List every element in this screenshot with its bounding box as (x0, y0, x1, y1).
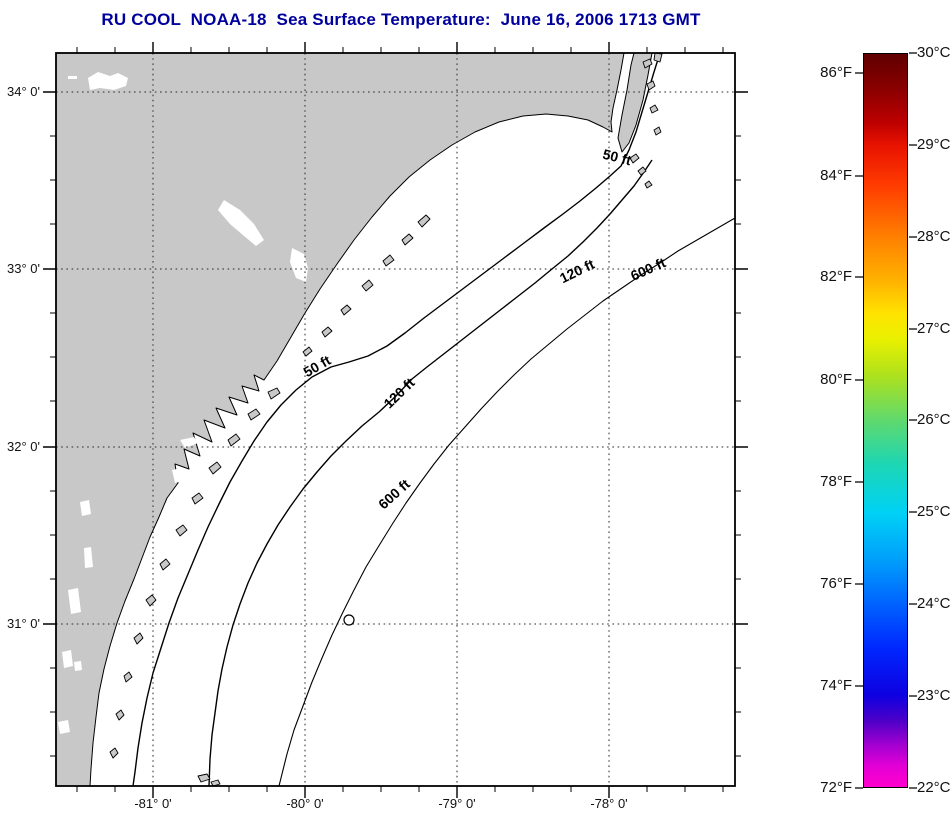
colorbar-label-80f: 80°F (820, 371, 852, 388)
y-tick-label-31: 31° 0' (7, 616, 40, 631)
colorbar-label-25c: 25°C (917, 503, 951, 520)
colorbar-label-30c: 30°C (917, 44, 951, 61)
x-tick-label-80: -80° 0' (286, 796, 324, 811)
land-mainland (55, 52, 625, 787)
contour-label-120ft-south: 120 ft (380, 374, 418, 412)
colorbar-label-28c: 28°C (917, 228, 951, 245)
colorbar-label-22c: 22°C (917, 779, 951, 796)
contour-label-600ft-south: 600 ft (375, 475, 413, 513)
x-tick-label-78: -78° 0' (590, 796, 628, 811)
x-tick-label-81: -81° 0' (134, 796, 172, 811)
colorbar-label-76f: 76°F (820, 575, 852, 592)
colorbar-label-26c: 26°C (917, 411, 951, 428)
colorbar-label-29c: 29°C (917, 136, 951, 153)
y-tick-label-34: 34° 0' (7, 84, 40, 99)
contour-label-50ft-north: 50 ft (601, 145, 633, 169)
contour-120ft-line (208, 159, 653, 787)
colorbar-label-78f: 78°F (820, 473, 852, 490)
graticule-gridlines (56, 53, 735, 786)
contour-label-600ft-north: 600 ft (628, 254, 668, 284)
colorbar-label-23c: 23°C (917, 687, 951, 704)
y-tick-label-33: 33° 0' (7, 261, 40, 276)
axis-minor-ticks (50, 47, 741, 792)
axis-ticks (43, 42, 748, 798)
colorbar-label-74f: 74°F (820, 677, 852, 694)
colorbar-label-72f: 72°F (820, 779, 852, 796)
map-frame (55, 52, 736, 787)
colorbar-label-84f: 84°F (820, 167, 852, 184)
contour-label-120ft-north: 120 ft (557, 255, 597, 287)
contour-50ft-line (132, 52, 661, 787)
cloud-patches (58, 72, 545, 734)
figure-title: RU COOL NOAA-18 Sea Surface Temperature:… (101, 10, 701, 29)
colorbar-label-24c: 24°C (917, 595, 951, 612)
colorbar-label-82f: 82°F (820, 268, 852, 285)
temperature-colorbar (863, 53, 908, 788)
contour-label-50ft-south: 50 ft (300, 351, 334, 381)
y-tick-label-32: 32° 0' (7, 439, 40, 454)
colorbar-label-27c: 27°C (917, 320, 951, 337)
contour-600ft-line (278, 217, 736, 787)
x-tick-label-79: -79° 0' (438, 796, 476, 811)
barrier-islands (109, 52, 663, 787)
colorbar-label-86f: 86°F (820, 64, 852, 81)
land-cape-peninsula (617, 52, 653, 153)
station-circle-marker (343, 614, 355, 626)
